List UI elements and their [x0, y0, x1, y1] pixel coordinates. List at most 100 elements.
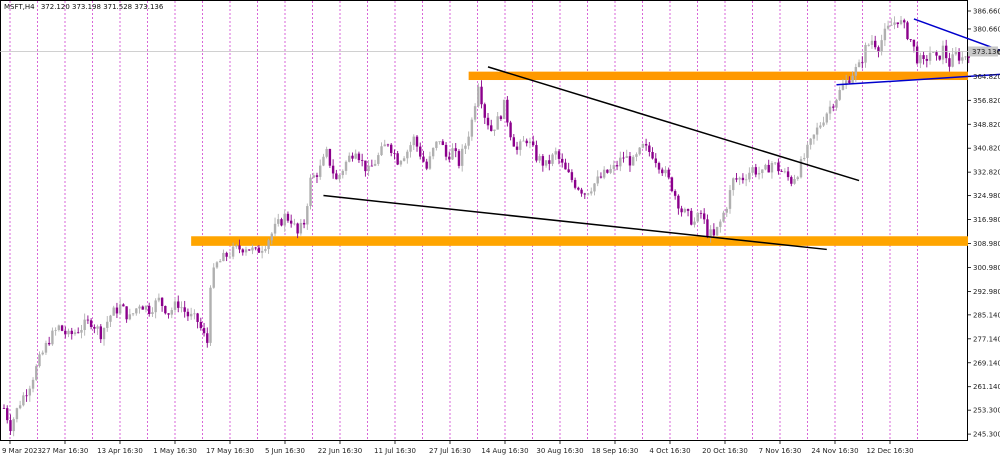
candle-12	[41, 350, 44, 356]
candle-135	[438, 141, 441, 145]
candle-16	[54, 327, 57, 336]
y-tick-label-1: 380.660	[973, 25, 1000, 33]
time-axis[interactable]: 9 Mar 2023 27 Mar 16:30 13 Apr 16:30 1 May …	[2, 441, 914, 455]
trend-line-1[interactable]	[323, 194, 827, 251]
candle-279	[903, 18, 906, 29]
candle-202	[654, 153, 657, 168]
trend-line-2[interactable]	[913, 18, 1000, 52]
candle-118	[383, 139, 386, 147]
candle-196	[635, 152, 638, 162]
candle-69	[225, 251, 228, 262]
candle-162	[525, 138, 528, 147]
candle-137	[444, 142, 448, 161]
candle-71	[231, 242, 235, 260]
candle-173	[561, 153, 564, 168]
y-tick-label-5: 348.820	[973, 121, 1000, 129]
candle-187	[606, 169, 609, 174]
y-tick-label-13: 285.140	[973, 311, 1000, 319]
candle-84	[273, 217, 277, 237]
candle-296	[957, 48, 961, 65]
candle-222	[719, 219, 722, 233]
candle-0	[2, 404, 6, 409]
candle-288	[932, 51, 935, 53]
candle-235	[761, 169, 764, 179]
y-tick-label-15: 269.140	[973, 359, 1000, 367]
candle-214	[693, 217, 696, 228]
candle-37	[122, 303, 125, 307]
candle-107	[348, 152, 351, 163]
candle-15	[51, 327, 54, 346]
candle-86	[280, 217, 283, 227]
candle-100	[325, 146, 328, 159]
candle-7	[25, 389, 28, 402]
candle-207	[670, 176, 674, 193]
candle-18	[60, 324, 64, 332]
candle-93	[302, 219, 306, 229]
zone-1[interactable]	[191, 236, 968, 246]
price-axis[interactable]: 386.660380.660372.740364.820356.820348.8…	[968, 7, 1000, 439]
candle-111	[360, 153, 364, 167]
candle-35	[115, 302, 119, 319]
candle-98	[319, 159, 322, 180]
candle-127	[412, 134, 415, 151]
candle-77	[251, 244, 254, 255]
candle-17	[57, 324, 61, 332]
candle-263	[851, 71, 854, 84]
candle-48	[157, 293, 161, 303]
candle-56	[183, 300, 186, 318]
candle-136	[441, 139, 445, 146]
candle-164	[531, 135, 535, 147]
candle-21	[70, 327, 73, 340]
candle-22	[73, 329, 77, 336]
candle-68	[222, 249, 225, 262]
candle-268	[867, 43, 870, 47]
candle-92	[299, 218, 303, 236]
candle-203	[657, 161, 661, 174]
candle-42	[138, 304, 141, 314]
trend-lines[interactable]	[323, 18, 1000, 251]
candle-269	[870, 35, 874, 49]
candle-208	[673, 189, 677, 200]
candle-78	[254, 246, 257, 251]
candle-293	[948, 52, 951, 72]
y-tick-label-17: 253.300	[973, 407, 1000, 415]
x-tick-label-13: 20 Oct 16:30	[702, 447, 748, 455]
candle-157	[509, 120, 512, 141]
x-tick-label-0: 9 Mar 2023	[2, 447, 42, 455]
candle-209	[677, 194, 680, 215]
candle-46	[151, 307, 154, 317]
candle-274	[886, 20, 890, 31]
candle-226	[732, 177, 735, 196]
candle-206	[667, 167, 670, 180]
plot-frame	[0, 0, 968, 441]
candle-115	[373, 159, 377, 167]
candle-50	[164, 305, 167, 315]
candle-188	[609, 164, 612, 175]
candle-278	[899, 16, 903, 26]
candle-43	[141, 305, 144, 310]
candle-75	[244, 246, 248, 256]
candle-96	[312, 172, 315, 179]
candle-285	[922, 51, 925, 65]
candle-290	[938, 55, 941, 61]
candle-90	[293, 218, 296, 226]
candle-197	[638, 147, 641, 156]
candle-270	[874, 35, 877, 50]
candle-217	[702, 208, 706, 224]
support-resistance-zones	[191, 71, 968, 246]
candle-116	[377, 152, 380, 166]
candle-4	[15, 407, 19, 423]
candle-241	[780, 169, 783, 173]
candle-85	[277, 213, 280, 227]
candle-39	[128, 308, 132, 321]
candle-51	[167, 313, 170, 319]
candle-27	[89, 318, 93, 330]
candle-178	[577, 186, 580, 191]
candle-175	[567, 162, 570, 173]
trend-line-3[interactable]	[836, 73, 1000, 86]
zone-0[interactable]	[468, 71, 968, 81]
trend-line-0[interactable]	[487, 66, 860, 182]
candle-289	[935, 50, 938, 61]
y-tick-label-4: 356.820	[973, 97, 1000, 105]
